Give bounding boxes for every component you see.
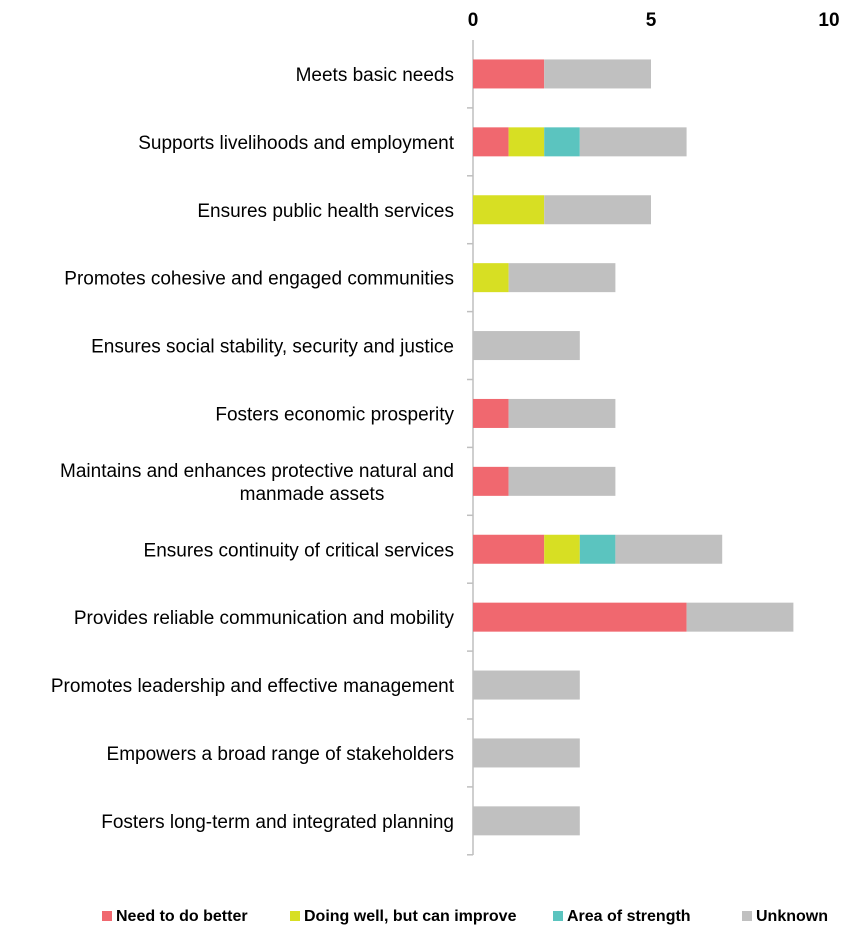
category-label: Empowers a broad range of stakeholders	[107, 744, 454, 765]
bar-segment	[508, 263, 616, 293]
category-label: Fosters economic prosperity	[215, 404, 454, 425]
bar-segment	[473, 602, 687, 632]
category-label: Maintains and enhances protective natura…	[60, 461, 454, 482]
bar-segment	[508, 127, 545, 157]
category-label: Promotes cohesive and engaged communitie…	[64, 269, 454, 290]
axis-layer: 0 5 10	[467, 10, 840, 856]
legend-swatch	[742, 911, 752, 921]
bar-segment	[686, 602, 794, 632]
category-label: Provides reliable communication and mobi…	[74, 608, 455, 629]
bar-segment	[473, 263, 509, 293]
legend-swatch	[290, 911, 300, 921]
bar-segment	[473, 806, 580, 836]
bar-segment	[473, 534, 545, 564]
category-label: Ensures public health services	[197, 201, 454, 222]
legend-swatch	[553, 911, 563, 921]
bar-segment	[508, 466, 616, 496]
bar-segment	[579, 127, 687, 157]
x-tick-label: 10	[818, 10, 839, 31]
x-tick-label: 5	[646, 10, 657, 31]
bars	[473, 59, 794, 836]
bar-segment	[544, 534, 580, 564]
category-label: Meets basic needs	[296, 65, 454, 86]
bar-segment	[544, 59, 651, 89]
category-label: Promotes leadership and effective manage…	[51, 676, 455, 697]
bar-segment	[473, 127, 509, 157]
category-label: Supports livelihoods and employment	[138, 133, 455, 154]
legend-swatch	[102, 911, 112, 921]
bar-segment	[579, 534, 616, 564]
legend: Need to do better Doing well, but can imp…	[102, 908, 828, 925]
bar-segment	[615, 534, 723, 564]
bar-segment	[473, 398, 509, 428]
category-label: manmade assets	[240, 484, 385, 505]
bar-segment	[473, 670, 580, 700]
legend-label: Doing well, but can improve	[304, 908, 517, 925]
category-labels: Meets basic needs Supports livelihoods an…	[51, 65, 455, 833]
category-label: Ensures social stability, security and j…	[91, 337, 454, 358]
bar-segment	[508, 398, 616, 428]
legend-label: Unknown	[756, 908, 828, 925]
bar-segment	[473, 59, 545, 89]
bar-segment	[473, 195, 545, 225]
bar-segment	[473, 331, 580, 361]
category-label: Fosters long-term and integrated plannin…	[101, 812, 454, 833]
bar-segment	[544, 195, 651, 225]
category-label: Ensures continuity of critical services	[144, 540, 454, 561]
bar-segment	[473, 738, 580, 768]
bar-segment	[544, 127, 580, 157]
bar-segment	[473, 466, 509, 496]
legend-label: Area of strength	[567, 908, 691, 925]
x-tick-label: 0	[468, 10, 479, 31]
legend-label: Need to do better	[116, 908, 248, 925]
